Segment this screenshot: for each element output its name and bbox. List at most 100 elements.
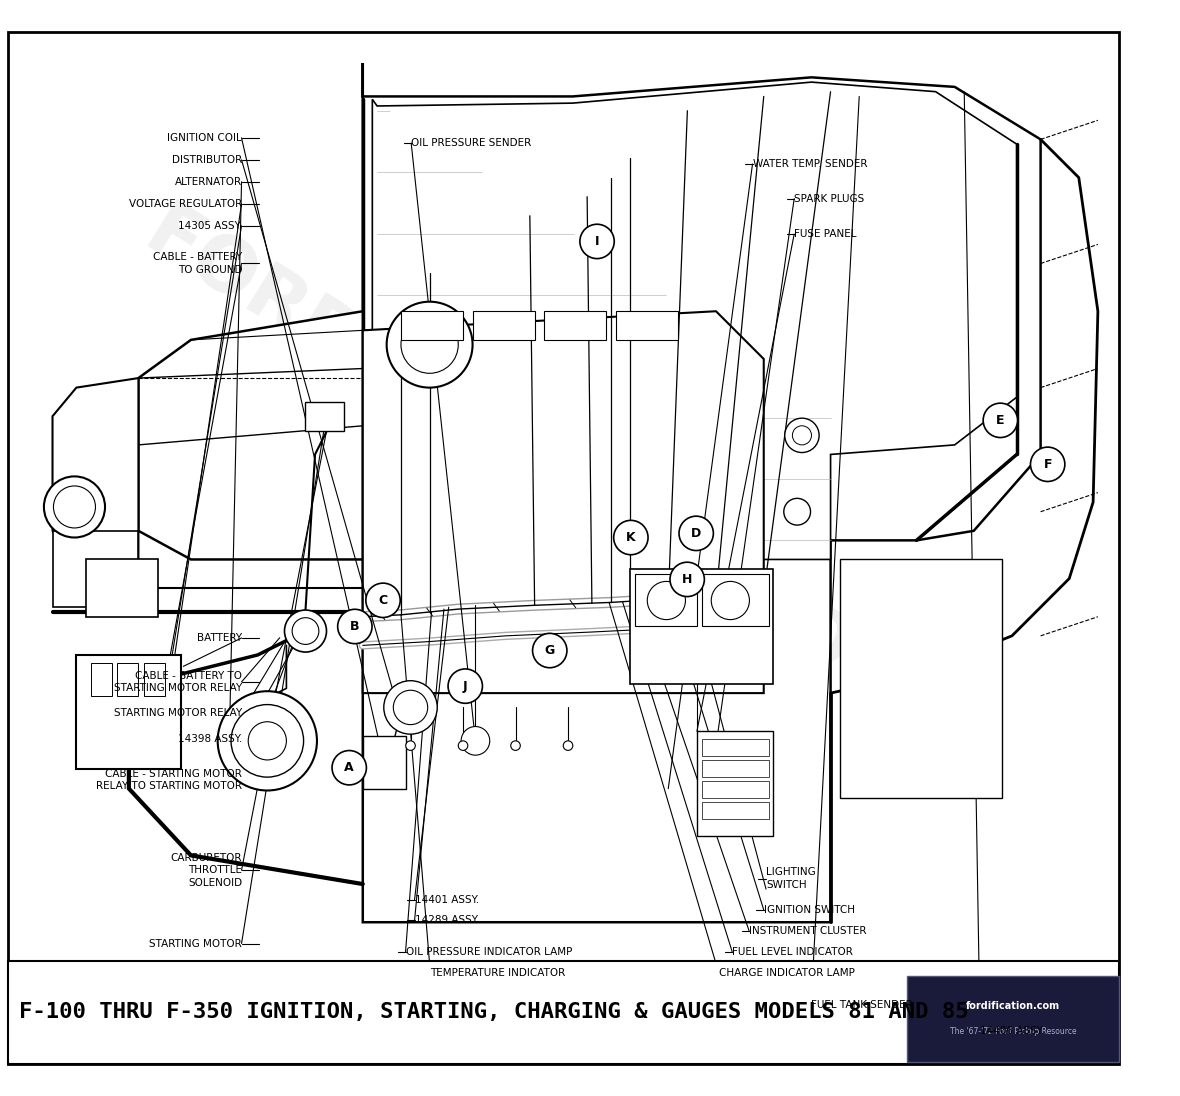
Bar [840,559,1003,798]
Text: FUEL TANK SENDER: FUEL TANK SENDER [811,1001,913,1011]
Circle shape [670,562,704,596]
Bar [702,739,768,756]
Text: SPARK PLUGS: SPARK PLUGS [794,194,865,204]
Text: A: A [345,762,354,774]
Circle shape [44,477,105,537]
Circle shape [332,751,367,785]
Text: 14406 ASSY.: 14406 ASSY. [981,1027,1044,1037]
Polygon shape [52,378,138,589]
Text: D: D [691,527,701,540]
Circle shape [293,618,319,644]
Circle shape [384,681,438,734]
Circle shape [511,741,520,751]
Text: STARTING MOTOR RELAY: STARTING MOTOR RELAY [114,708,242,718]
Text: H: H [682,573,693,586]
Text: FUEL LEVEL INDICATOR: FUEL LEVEL INDICATOR [733,947,853,957]
Text: fordification.com: fordification.com [966,1002,1060,1012]
Circle shape [387,301,472,388]
Text: 14289 ASSY.: 14289 ASSY. [414,915,479,925]
Polygon shape [138,311,362,559]
Text: CARBURETOR
THROTTLE
SOLENOID: CARBURETOR THROTTLE SOLENOID [171,853,242,888]
Circle shape [678,516,714,550]
Text: 14398 ASSY.: 14398 ASSY. [178,734,242,744]
Text: The '67-'72 Ford Pickup Resource: The '67-'72 Ford Pickup Resource [950,1027,1076,1036]
Bar [702,802,768,819]
Circle shape [563,741,572,751]
Polygon shape [362,64,1041,922]
Bar [630,569,773,684]
Text: LIGHTING
SWITCH: LIGHTING SWITCH [766,867,815,890]
Bar [144,663,165,696]
Bar [7,961,1119,1063]
Bar [635,574,697,626]
Bar [697,731,773,836]
Circle shape [579,225,615,259]
Text: VOLTAGE REGULATOR: VOLTAGE REGULATOR [129,198,242,208]
Text: OIL PRESSURE SENDER: OIL PRESSURE SENDER [411,138,531,148]
Circle shape [337,609,372,643]
Circle shape [784,499,811,525]
Text: CHARGE INDICATOR LAMP: CHARGE INDICATOR LAMP [719,968,854,978]
Text: I: I [595,235,599,248]
Circle shape [614,521,648,555]
Polygon shape [373,82,1017,559]
Circle shape [393,690,427,724]
Bar [702,760,768,777]
Bar [306,402,343,431]
Text: WATER TEMP. SENDER: WATER TEMP. SENDER [753,159,867,169]
Text: TEMPERATURE INDICATOR: TEMPERATURE INDICATOR [431,968,565,978]
Circle shape [712,581,749,619]
Text: CABLE - BATTERY TO
STARTING MOTOR RELAY: CABLE - BATTERY TO STARTING MOTOR RELAY [114,671,242,693]
Text: IGNITION COIL: IGNITION COIL [168,133,242,142]
Circle shape [458,741,467,751]
Bar [702,574,768,626]
Bar [77,655,182,769]
Text: FORDIFICATION.COM: FORDIFICATION.COM [131,196,927,732]
Polygon shape [362,311,763,693]
Text: INSTRUMENT CLUSTER: INSTRUMENT CLUSTER [749,926,866,936]
Text: F: F [1043,458,1051,471]
Circle shape [532,633,566,667]
Bar [52,530,138,607]
Text: ALTERNATOR: ALTERNATOR [175,176,242,186]
Circle shape [1030,447,1064,481]
Bar [362,737,406,789]
Circle shape [401,316,458,374]
Circle shape [231,705,303,777]
Circle shape [248,722,287,760]
Text: IGNITION SWITCH: IGNITION SWITCH [763,905,854,915]
Text: J: J [463,680,467,693]
Text: G: G [545,644,555,657]
Bar [401,311,463,340]
Bar [472,311,535,340]
Bar [86,559,157,617]
Circle shape [284,610,327,652]
Bar [616,311,677,340]
Text: CABLE - STARTING MOTOR
RELAY TO STARTING MOTOR: CABLE - STARTING MOTOR RELAY TO STARTING… [97,769,242,791]
Text: BATTERY: BATTERY [197,633,242,643]
Text: 14305 ASSY.: 14305 ASSY. [178,220,242,231]
Text: FUSE PANEL: FUSE PANEL [794,229,857,239]
Circle shape [406,741,415,751]
Circle shape [983,403,1017,437]
Bar [702,781,768,798]
Text: CABLE - BATTERY
TO GROUND: CABLE - BATTERY TO GROUND [153,252,242,275]
Circle shape [448,669,483,704]
Circle shape [793,426,812,445]
Circle shape [648,581,686,619]
Bar [544,311,607,340]
Text: F-100 THRU F-350 IGNITION, STARTING, CHARGING & GAUGES MODELS 81 AND 85: F-100 THRU F-350 IGNITION, STARTING, CHA… [19,1002,969,1021]
Circle shape [366,583,400,617]
Text: C: C [379,594,387,607]
Text: B: B [350,620,360,633]
Text: STARTING MOTOR: STARTING MOTOR [150,938,242,948]
Text: E: E [996,414,1004,426]
Text: OIL PRESSURE INDICATOR LAMP: OIL PRESSURE INDICATOR LAMP [406,947,572,957]
Circle shape [53,486,96,528]
Circle shape [217,692,317,790]
Bar [91,663,112,696]
Text: DISTRIBUTOR: DISTRIBUTOR [172,155,242,164]
Circle shape [785,419,819,453]
Bar [118,663,138,696]
Text: 14401 ASSY.: 14401 ASSY. [414,894,479,904]
